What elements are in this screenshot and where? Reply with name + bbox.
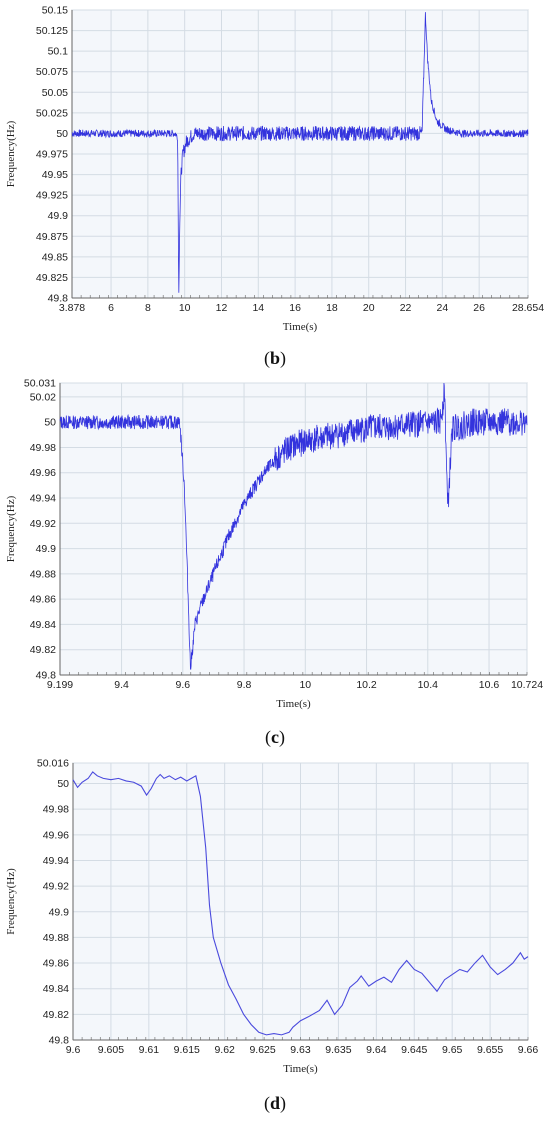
y-tick-label: 49.86 xyxy=(43,958,69,970)
x-tick-label: 9.645 xyxy=(401,1044,427,1056)
x-tick-label: 9.625 xyxy=(249,1044,275,1056)
x-tick-label: 12 xyxy=(216,302,228,314)
caption-b: (b) xyxy=(263,348,286,368)
y-axis-label: Frequency(Hz) xyxy=(5,495,17,562)
y-tick-label: 49.82 xyxy=(30,644,56,656)
x-tick-label: 10.2 xyxy=(356,679,377,691)
frequency-series-line xyxy=(72,771,529,1036)
x-tick-label: 3.878 xyxy=(59,302,85,314)
x-tick-label: 26 xyxy=(473,302,485,314)
y-tick-label: 49.8 xyxy=(36,670,57,682)
y-tick-label: 49.92 xyxy=(43,881,69,893)
x-tick-label: 10 xyxy=(179,302,191,314)
x-tick-label: 9.635 xyxy=(325,1044,351,1056)
x-tick-label: 9.8 xyxy=(237,679,252,691)
x-tick-label: 9.615 xyxy=(174,1044,200,1056)
chart-panel-c: 49.8 49.82 49.84 49.86 49.88 49.9 49.92 49.94 49… xyxy=(0,375,550,720)
y-tick-label: 49.8 xyxy=(49,1035,70,1047)
y-tick-label: 49.88 xyxy=(43,932,69,944)
frequency-chart-d: 49.8 49.82 49.84 49.86 49.88 49.9 49.92 49.94 49… xyxy=(5,758,539,1076)
x-tick-label: 24 xyxy=(436,302,448,314)
x-tick-label: 9.6 xyxy=(66,1044,81,1056)
y-tick-label: 50.031 xyxy=(24,378,56,390)
y-tick-label: 50.016 xyxy=(37,758,69,770)
x-tick-label: 9.4 xyxy=(114,679,129,691)
y-tick-label: 50.1 xyxy=(48,46,69,58)
x-tick-label: 14 xyxy=(252,302,264,314)
x-tick-label: 8 xyxy=(145,302,151,314)
frequency-chart-c: 49.8 49.82 49.84 49.86 49.88 49.9 49.92 49.94 49… xyxy=(5,378,543,711)
y-tick-label: 50 xyxy=(56,128,68,140)
x-axis-label: Time(s) xyxy=(283,1063,318,1075)
y-tick-label: 49.92 xyxy=(30,518,56,530)
frequency-chart-b: 49.8 49.825 49.85 49.875 49.9 49.925 49.95 49.9… xyxy=(5,5,544,334)
x-tick-label: 28.654 xyxy=(512,302,544,314)
y-axis-label: Frequency(Hz) xyxy=(5,120,17,187)
y-tick-label: 49.925 xyxy=(36,190,68,202)
y-tick-label: 50.025 xyxy=(36,107,68,119)
y-tick-label: 49.9 xyxy=(49,906,70,918)
y-tick-label: 49.85 xyxy=(42,251,68,263)
x-axis-label: Time(s) xyxy=(283,321,318,333)
caption-d: (d) xyxy=(263,1093,286,1113)
x-tick-label: 9.66 xyxy=(518,1044,539,1056)
chart-panel-b: 49.8 49.825 49.85 49.875 49.9 49.925 49.95 49.9… xyxy=(0,0,550,340)
x-tick-label: 10 xyxy=(299,679,311,691)
y-tick-label: 49.98 xyxy=(43,804,69,816)
y-tick-label: 49.9 xyxy=(48,210,69,222)
plot-area xyxy=(59,382,528,676)
x-tick-label: 9.63 xyxy=(290,1044,311,1056)
y-tick-label: 49.9 xyxy=(36,543,57,555)
frequency-series-line xyxy=(71,12,529,293)
y-tick-label: 50 xyxy=(44,417,56,429)
y-tick-label: 50.15 xyxy=(42,5,68,17)
x-tick-label: 16 xyxy=(289,302,301,314)
y-tick-label: 49.875 xyxy=(36,231,68,243)
y-axis-label: Frequency(Hz) xyxy=(5,868,17,935)
y-tick-label: 49.84 xyxy=(43,983,69,995)
y-tick-label: 50.02 xyxy=(30,391,56,403)
y-tick-label: 49.825 xyxy=(36,272,68,284)
y-tick-label: 50 xyxy=(57,778,69,790)
y-tick-label: 49.8 xyxy=(48,293,69,305)
x-tick-label: 9.605 xyxy=(98,1044,124,1056)
x-tick-label: 22 xyxy=(400,302,412,314)
x-tick-label: 9.655 xyxy=(477,1044,503,1056)
x-tick-label: 9.64 xyxy=(366,1044,387,1056)
x-tick-label: 6 xyxy=(108,302,114,314)
x-tick-label: 9.62 xyxy=(214,1044,235,1056)
y-tick-label: 49.96 xyxy=(30,467,56,479)
y-tick-label: 49.94 xyxy=(30,493,56,505)
y-tick-label: 49.975 xyxy=(36,149,68,161)
y-tick-label: 50.05 xyxy=(42,87,68,99)
y-tick-label: 49.98 xyxy=(30,442,56,454)
x-tick-label: 10.6 xyxy=(479,679,500,691)
y-tick-label: 49.82 xyxy=(43,1009,69,1021)
chart-panel-d: 49.8 49.82 49.84 49.86 49.88 49.9 49.92 49.94 49… xyxy=(0,755,550,1085)
x-tick-label: 9.65 xyxy=(442,1044,463,1056)
x-axis-label: Time(s) xyxy=(276,698,311,710)
x-tick-label: 10.724 xyxy=(511,679,543,691)
y-tick-label: 49.96 xyxy=(43,829,69,841)
caption-b-letter: b xyxy=(269,348,280,368)
frequency-series-line xyxy=(59,382,528,670)
y-tick-label: 49.88 xyxy=(30,568,56,580)
y-tick-label: 49.94 xyxy=(43,855,69,867)
x-tick-label: 20 xyxy=(363,302,375,314)
x-tick-label: 9.199 xyxy=(47,679,73,691)
y-tick-label: 50.075 xyxy=(36,66,68,78)
x-tick-label: 18 xyxy=(326,302,338,314)
y-tick-label: 49.95 xyxy=(42,169,68,181)
y-tick-label: 49.84 xyxy=(30,619,56,631)
y-tick-label: 49.86 xyxy=(30,594,56,606)
caption-d-letter: d xyxy=(269,1093,280,1113)
y-tick-label: 50.125 xyxy=(36,25,68,37)
x-tick-label: 9.61 xyxy=(139,1044,160,1056)
x-tick-label: 9.6 xyxy=(175,679,190,691)
caption-c: (c) xyxy=(265,727,285,747)
x-tick-label: 10.4 xyxy=(418,679,439,691)
caption-c-letter: c xyxy=(271,727,279,747)
